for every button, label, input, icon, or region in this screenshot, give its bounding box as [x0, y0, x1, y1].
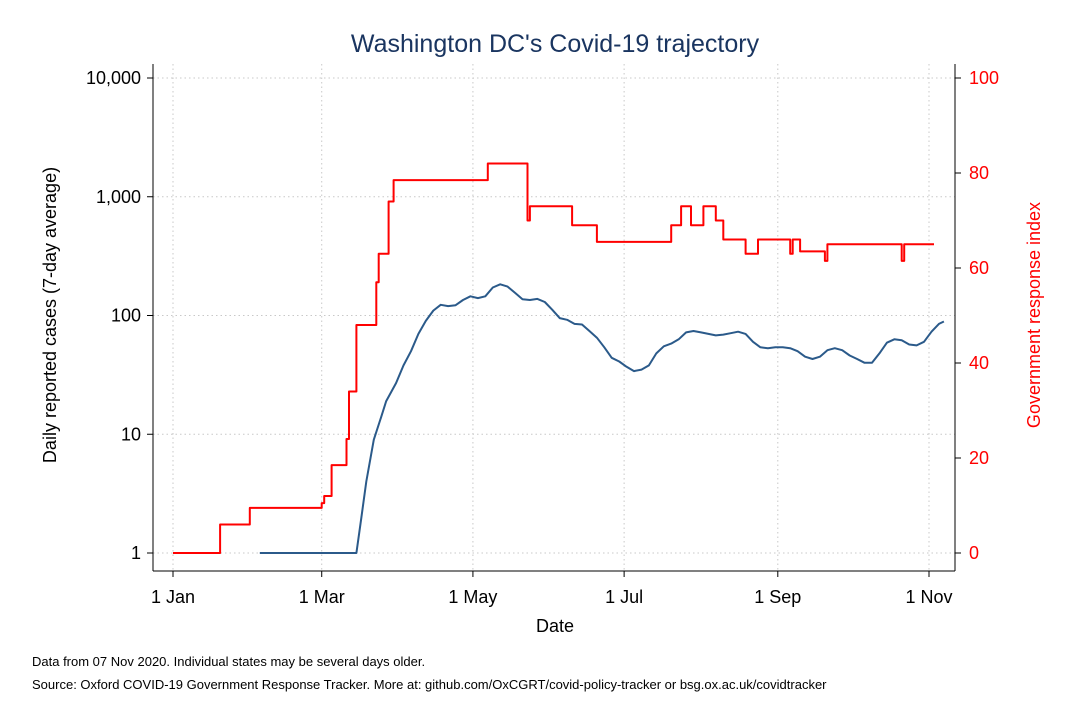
right-tick-label: 40: [969, 353, 989, 373]
x-tick-label: 1 Mar: [299, 587, 345, 607]
right-tick-label: 100: [969, 68, 999, 88]
left-axis-ticks: 1 10 100 1,000 10,000: [86, 68, 153, 563]
series-layer: [173, 162, 945, 554]
footnote-source: Source: Oxford COVID-19 Government Respo…: [32, 677, 827, 692]
response-index-line: [173, 162, 934, 554]
x-tick-label: 1 Nov: [905, 587, 952, 607]
x-tick-label: 1 Sep: [754, 587, 801, 607]
x-tick-label: 1 May: [448, 587, 497, 607]
chart-title: Washington DC's Covid-19 trajectory: [351, 30, 760, 58]
x-axis-ticks: 1 Jan 1 Mar 1 May 1 Jul 1 Sep 1 Nov: [151, 571, 953, 607]
right-tick-label: 80: [969, 163, 989, 183]
y-axis-label-right: Government response index: [1024, 202, 1044, 428]
right-tick-label: 60: [969, 258, 989, 278]
left-tick-label: 10: [121, 424, 141, 444]
x-axis-label: Date: [536, 616, 574, 636]
right-axis-ticks: 0 20 40 60 80 100: [955, 68, 999, 563]
x-tick-label: 1 Jan: [151, 587, 195, 607]
left-tick-label: 100: [111, 306, 141, 326]
y-axis-label-left: Daily reported cases (7-day average): [40, 167, 60, 463]
chart: Washington DC's Covid-19 trajectory 1101…: [40, 30, 1044, 636]
gridlines: [153, 64, 955, 571]
x-tick-label: 1 Jul: [605, 587, 643, 607]
footnote-data-date: Data from 07 Nov 2020. Individual states…: [32, 654, 426, 669]
right-tick-label: 0: [969, 543, 979, 563]
cases-line: [259, 283, 945, 554]
axes: [152, 64, 956, 572]
left-tick-label: 10,000: [86, 68, 141, 88]
left-tick-label: 1: [131, 543, 141, 563]
right-tick-label: 20: [969, 448, 989, 468]
left-tick-label: 1,000: [96, 187, 141, 207]
